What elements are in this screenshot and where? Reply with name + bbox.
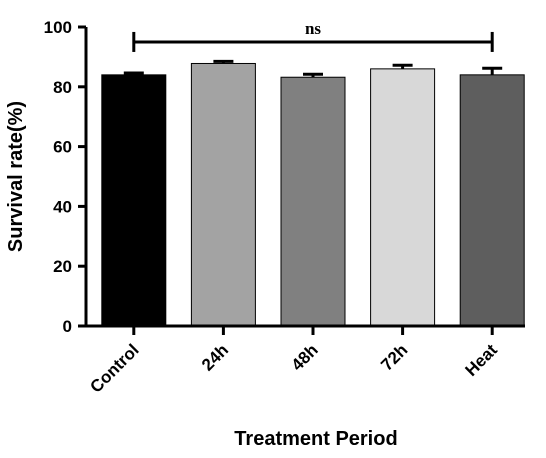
error-bars-layer xyxy=(123,59,503,78)
bar-heat xyxy=(459,74,525,327)
significance-label: ns xyxy=(305,19,321,38)
y-tick-label: 0 xyxy=(63,317,72,336)
bar-72h xyxy=(370,68,436,327)
y-ticks-layer: 0 20 40 60 80 100 xyxy=(44,18,86,336)
x-tick-label: 72h xyxy=(377,340,411,374)
y-tick-label: 80 xyxy=(53,78,72,97)
x-tick-label: 48h xyxy=(288,340,322,374)
y-tick-label: 100 xyxy=(44,18,72,37)
y-tick-label: 20 xyxy=(53,257,72,276)
bar-control xyxy=(101,74,167,327)
bar-24h xyxy=(190,62,256,327)
x-tick-label: 24h xyxy=(198,340,232,374)
axes-layer xyxy=(84,27,525,328)
x-tick-label: Heat xyxy=(462,340,502,380)
bars-layer xyxy=(101,62,525,327)
y-tick-label: 60 xyxy=(53,138,72,157)
x-axis-label: Treatment Period xyxy=(234,428,397,450)
x-tick-label: Control xyxy=(86,340,142,396)
bar-48h xyxy=(280,76,346,327)
y-tick-label: 40 xyxy=(53,197,72,216)
y-axis-label: Survival rate(%) xyxy=(5,101,27,252)
x-ticks-layer: Control 24h 48h 72h Heat xyxy=(86,326,501,397)
significance-bracket: ns xyxy=(132,19,494,52)
